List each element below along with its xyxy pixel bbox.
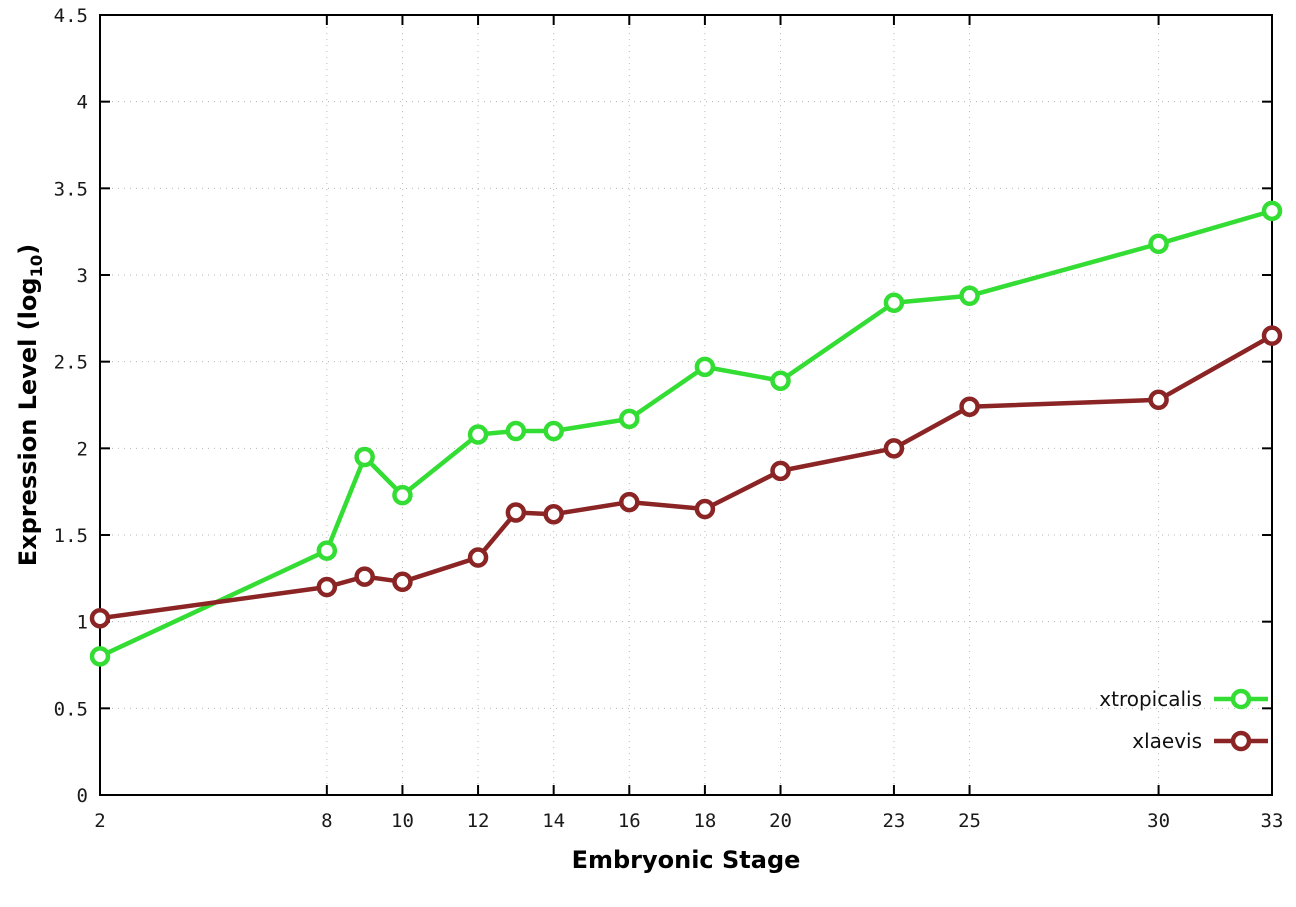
y-tick-label: 1	[77, 612, 88, 634]
legend-item-xlaevis: xlaevis	[1132, 722, 1270, 760]
data-point-xtropicalis	[89, 646, 111, 667]
data-point-xtropicalis	[883, 292, 905, 313]
data-point-xtropicalis	[543, 420, 564, 442]
y-tick-label: 0.5	[54, 698, 88, 720]
data-point-xlaevis	[354, 566, 375, 587]
plot-border	[99, 14, 1273, 796]
x-tick-label: 8	[321, 810, 332, 832]
y-tick-label: 2	[77, 438, 88, 460]
data-point-xlaevis	[959, 396, 980, 417]
legend-key-xtropicalis	[1214, 688, 1268, 710]
y-axis-title-text: Expression Level (log	[14, 277, 43, 567]
y-tick-label: 3	[77, 265, 88, 287]
data-point-xtropicalis	[316, 540, 338, 561]
data-point-xlaevis	[883, 438, 905, 459]
data-point-xlaevis	[505, 502, 527, 523]
x-tick-label: 33	[1261, 810, 1284, 832]
x-tick-label: 23	[882, 810, 905, 832]
data-point-xtropicalis	[619, 408, 640, 430]
data-point-xtropicalis	[770, 370, 791, 391]
y-tick-label: 0	[77, 785, 88, 807]
x-axis-title: Embryonic Stage	[571, 846, 801, 874]
tick-marks	[99, 14, 1273, 796]
data-point-xtropicalis	[392, 484, 413, 506]
series-line-xtropicalis	[97, 208, 1275, 659]
data-point-xtropicalis	[1261, 200, 1283, 222]
y-tick-labels: 0 0.5 1 1.5 2 2.5 3 3.5 4 4.5	[54, 5, 88, 807]
y-tick-label: 3.5	[54, 178, 88, 200]
legend-label-xtropicalis: xtropicalis	[1099, 687, 1202, 711]
data-point-xlaevis	[543, 503, 564, 525]
data-point-xtropicalis	[1148, 233, 1169, 255]
x-tick-label: 10	[391, 810, 414, 832]
x-tick-label: 20	[769, 810, 792, 832]
series-xlaevis	[89, 325, 1283, 629]
data-point-xlaevis	[694, 498, 716, 520]
y-axis-title-close: )	[14, 243, 43, 255]
data-point-xtropicalis	[354, 446, 375, 468]
x-tick-label: 12	[467, 810, 490, 832]
data-point-xlaevis	[392, 571, 413, 593]
data-point-xtropicalis	[467, 424, 489, 445]
data-point-xlaevis	[467, 547, 489, 568]
x-tick-label: 14	[542, 810, 565, 832]
y-tick-label: 4.5	[54, 5, 88, 27]
data-point-xlaevis	[1261, 325, 1283, 346]
data-point-xlaevis	[316, 576, 338, 598]
series-xtropicalis	[89, 200, 1283, 667]
data-point-xlaevis	[1148, 389, 1169, 411]
x-tick-label: 25	[958, 810, 981, 832]
legend-item-xtropicalis: xtropicalis	[1099, 680, 1270, 718]
x-tick-label: 18	[693, 810, 716, 832]
y-axis-title: Expression Level (log10)	[14, 244, 46, 567]
x-tick-label: 30	[1147, 810, 1170, 832]
data-point-xlaevis	[770, 460, 791, 482]
grid	[99, 14, 1273, 796]
x-tick-labels: 2 8 10 12 14 16 18 20 23 25 30 33	[94, 810, 1283, 832]
x-tick-label: 16	[618, 810, 641, 832]
legend-label-xlaevis: xlaevis	[1132, 729, 1202, 753]
legend-key-xlaevis	[1214, 730, 1268, 752]
y-tick-label: 4	[77, 92, 88, 114]
data-point-xtropicalis	[959, 285, 980, 307]
y-axis-title-subscript: 10	[26, 254, 46, 278]
data-point-xlaevis	[619, 491, 640, 513]
legend: xtropicalis xlaevis	[1099, 680, 1270, 760]
data-point-xtropicalis	[505, 420, 527, 442]
x-tick-label: 2	[94, 810, 105, 832]
data-point-xlaevis	[89, 607, 111, 629]
data-point-xtropicalis	[694, 356, 716, 378]
y-tick-label: 1.5	[54, 525, 88, 547]
y-tick-label: 2.5	[54, 352, 88, 374]
